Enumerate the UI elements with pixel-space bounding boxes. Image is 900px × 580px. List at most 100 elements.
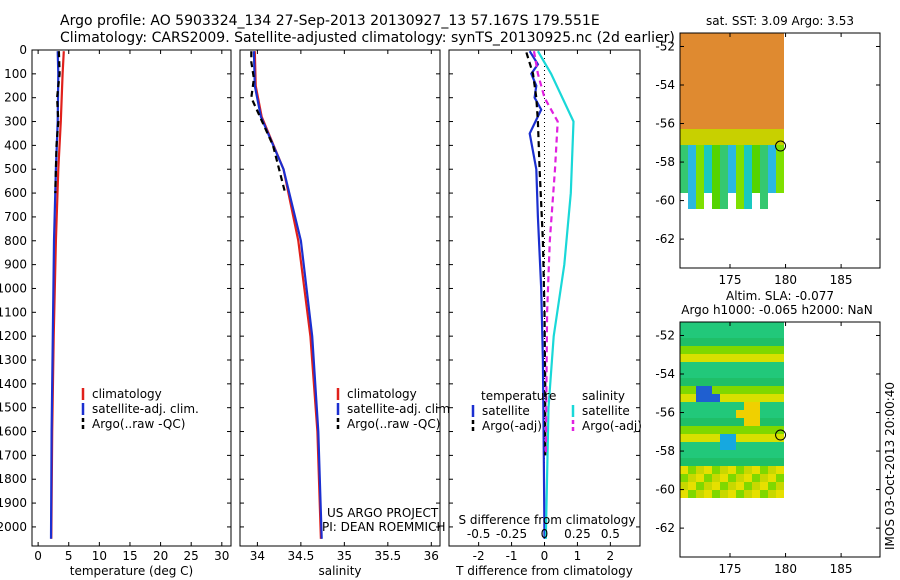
map-cell [704,41,712,49]
map-cell [696,169,704,177]
map-cell [688,434,696,442]
map-cell [688,458,696,466]
map-cell [680,394,688,402]
map-cell [720,97,728,105]
map-cell [696,410,704,418]
plot-panel-difference [448,49,641,547]
map-cell [752,185,760,193]
map-cell [776,418,784,426]
map-cell [680,418,688,426]
map-cell [728,450,736,458]
x-tick-label: -2 [473,549,485,563]
map-cell [744,201,752,209]
legend-label: satellite [582,404,630,418]
y-tick-label: 1900 [0,496,27,510]
map-cell [736,153,744,161]
map-cell [752,89,760,97]
map-cell [728,466,736,474]
map-cell [704,410,712,418]
map-cell [720,426,728,434]
map-cell [736,434,744,442]
map-cell [728,137,736,145]
map-cell [744,354,752,362]
map-cell [752,153,760,161]
map-y-tick-label: -58 [655,444,675,458]
map-cell [768,378,776,386]
map-cell [736,466,744,474]
plot-panel-temperature [31,49,232,547]
map-cell [688,57,696,65]
map-cell [712,169,720,177]
map-y-tick-label: -62 [655,521,675,535]
map-cell [696,394,704,402]
map-cell [736,137,744,145]
map-cell [704,193,712,201]
map-cell [728,185,736,193]
map-cell [776,482,784,490]
map-cell [736,161,744,169]
series-line-argo [525,52,547,456]
map-cell [728,65,736,73]
map-cell [768,458,776,466]
map-cell [736,89,744,97]
map-cell [736,394,744,402]
map-cell [696,137,704,145]
x2-tick-label: -0.25 [496,527,527,541]
map-cell [760,418,768,426]
map-cell [768,129,776,137]
map-cell [776,450,784,458]
map-cell [712,97,720,105]
map-cell [680,49,688,57]
map-cell [720,490,728,498]
map-cell [712,410,720,418]
map-cell [704,482,712,490]
map-cell [744,378,752,386]
map-cell [736,169,744,177]
map-cell [744,346,752,354]
map-cell [720,49,728,57]
map-cell [680,57,688,65]
x-tick-label: -1 [506,549,518,563]
map-cell [728,161,736,169]
map-cell [768,434,776,442]
map-cell [744,121,752,129]
map-cell [688,33,696,41]
map-cell [704,434,712,442]
map-cell [720,153,728,161]
map-cell [688,450,696,458]
map-cell [752,73,760,81]
map-cell [760,370,768,378]
map-cell [680,434,688,442]
map-cell [688,201,696,209]
map-cell [728,338,736,346]
map-cell [728,105,736,113]
map-cell [752,169,760,177]
map-cell [776,193,784,201]
map-cell [712,161,720,169]
map-cell [744,434,752,442]
map-cell [752,41,760,49]
map-cell [688,474,696,482]
map-cell [728,362,736,370]
map-cell [712,394,720,402]
map-cell [728,41,736,49]
map-cell [680,338,688,346]
x-tick-label: 34.5 [288,549,315,563]
map-cell [688,354,696,362]
map-cell [744,185,752,193]
map-cell [704,57,712,65]
map-cell [752,370,760,378]
map-cell [752,442,760,450]
map-cell [736,330,744,338]
map-cell [760,394,768,402]
map-cell [696,161,704,169]
map-cell [688,338,696,346]
map-cell [736,354,744,362]
map-cell [680,65,688,73]
map-cell [688,193,696,201]
map-cell [680,362,688,370]
map-cell [776,49,784,57]
map-cell [680,330,688,338]
map-cell [768,402,776,410]
map-cell [736,346,744,354]
